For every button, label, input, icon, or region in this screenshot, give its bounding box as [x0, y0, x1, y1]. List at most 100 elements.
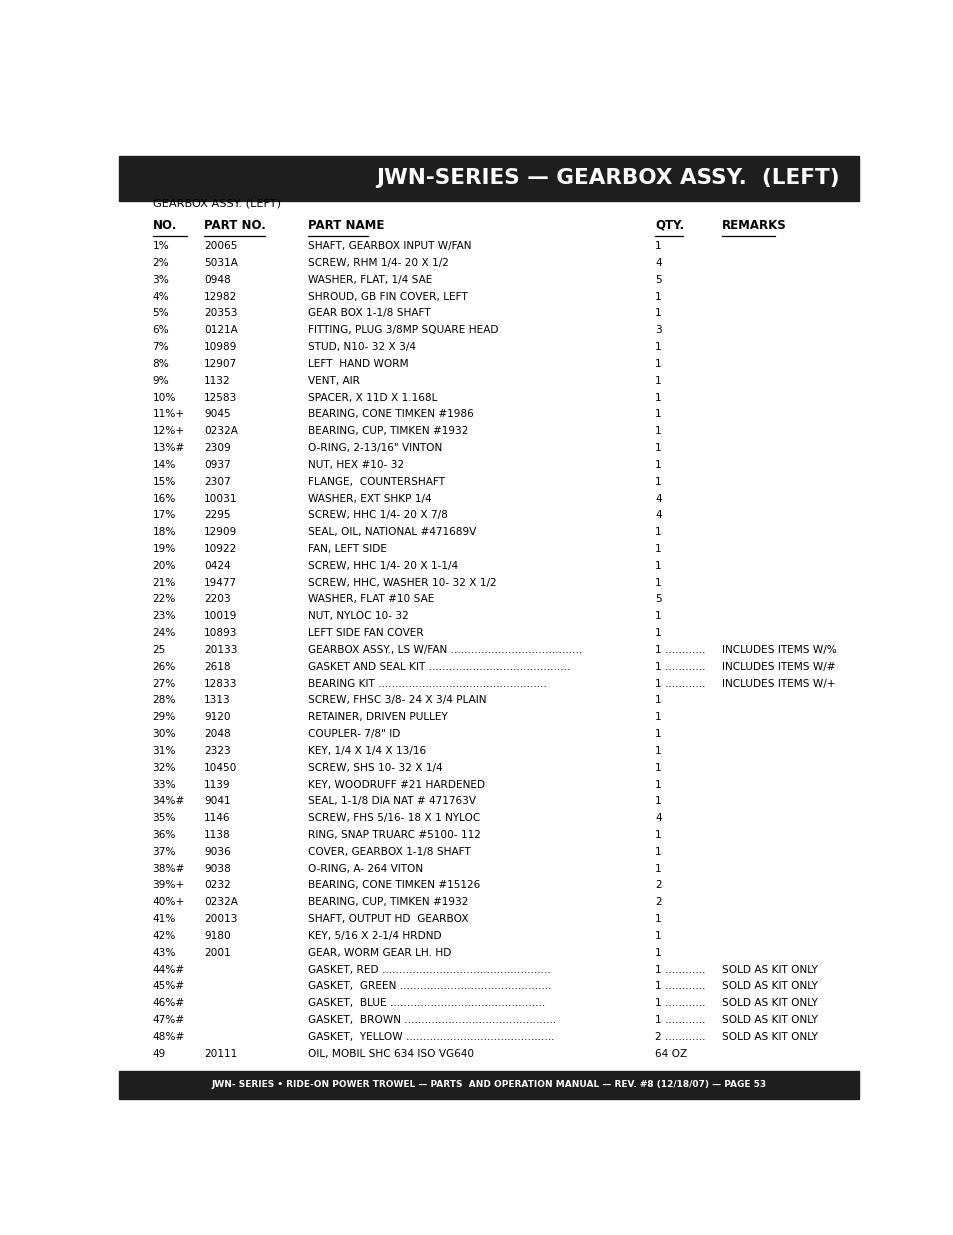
Text: 26%: 26%	[152, 662, 175, 672]
Text: 1: 1	[655, 342, 661, 352]
Text: 1 ............: 1 ............	[655, 662, 705, 672]
Text: 2: 2	[655, 898, 661, 908]
Text: 64 OZ: 64 OZ	[655, 1049, 687, 1058]
Text: 5031A: 5031A	[204, 258, 238, 268]
Text: SCREW, HHC 1/4- 20 X 1-1/4: SCREW, HHC 1/4- 20 X 1-1/4	[308, 561, 457, 571]
Text: 27%: 27%	[152, 678, 175, 689]
Text: SHAFT, GEARBOX INPUT W/FAN: SHAFT, GEARBOX INPUT W/FAN	[308, 241, 471, 251]
Text: 13%#: 13%#	[152, 443, 185, 453]
Text: 12907: 12907	[204, 359, 237, 369]
Text: 46%#: 46%#	[152, 998, 185, 1008]
Text: GASKET AND SEAL KIT ..........................................: GASKET AND SEAL KIT ....................…	[308, 662, 570, 672]
Text: 15%: 15%	[152, 477, 175, 487]
Text: GASKET,  BLUE ..............................................: GASKET, BLUE ...........................…	[308, 998, 544, 1008]
Text: 2295: 2295	[204, 510, 231, 520]
Text: 12833: 12833	[204, 678, 237, 689]
Text: 4%: 4%	[152, 291, 169, 301]
Text: GASKET,  GREEN .............................................: GASKET, GREEN ..........................…	[308, 982, 551, 992]
Text: 20353: 20353	[204, 309, 237, 319]
Text: 0937: 0937	[204, 459, 231, 469]
Text: SCREW, FHS 5/16- 18 X 1 NYLOC: SCREW, FHS 5/16- 18 X 1 NYLOC	[308, 813, 479, 824]
Text: KEY, WOODRUFF #21 HARDENED: KEY, WOODRUFF #21 HARDENED	[308, 779, 484, 789]
Text: GEAR BOX 1-1/8 SHAFT: GEAR BOX 1-1/8 SHAFT	[308, 309, 430, 319]
Text: KEY, 1/4 X 1/4 X 13/16: KEY, 1/4 X 1/4 X 13/16	[308, 746, 425, 756]
Text: 0424: 0424	[204, 561, 231, 571]
Text: 1146: 1146	[204, 813, 231, 824]
Text: 10989: 10989	[204, 342, 237, 352]
Text: SEAL, 1-1/8 DIA NAT # 471763V: SEAL, 1-1/8 DIA NAT # 471763V	[308, 797, 476, 806]
Text: 20065: 20065	[204, 241, 237, 251]
Text: 28%: 28%	[152, 695, 176, 705]
Text: 43%: 43%	[152, 947, 176, 958]
Text: 48%#: 48%#	[152, 1032, 185, 1042]
Text: WASHER, FLAT #10 SAE: WASHER, FLAT #10 SAE	[308, 594, 434, 604]
Text: FITTING, PLUG 3/8MP SQUARE HEAD: FITTING, PLUG 3/8MP SQUARE HEAD	[308, 325, 497, 335]
Text: 29%: 29%	[152, 713, 175, 722]
Text: GASKET,  BROWN .............................................: GASKET, BROWN ..........................…	[308, 1015, 556, 1025]
Text: 22%: 22%	[152, 594, 175, 604]
Text: 11%+: 11%+	[152, 409, 185, 420]
Text: 1: 1	[655, 629, 661, 638]
Text: 1: 1	[655, 241, 661, 251]
Text: VENT, AIR: VENT, AIR	[308, 375, 359, 385]
Text: OIL, MOBIL SHC 634 ISO VG640: OIL, MOBIL SHC 634 ISO VG640	[308, 1049, 474, 1058]
Text: 17%: 17%	[152, 510, 175, 520]
Text: 1: 1	[655, 578, 661, 588]
Text: 3%: 3%	[152, 274, 170, 285]
Text: PART NO.: PART NO.	[204, 219, 266, 232]
Text: 9120: 9120	[204, 713, 231, 722]
Text: 1: 1	[655, 477, 661, 487]
Text: 47%#: 47%#	[152, 1015, 185, 1025]
Text: 2203: 2203	[204, 594, 231, 604]
Text: 5%: 5%	[152, 309, 169, 319]
Text: JWN- SERIES • RIDE-ON POWER TROWEL — PARTS  AND OPERATION MANUAL — REV. #8 (12/1: JWN- SERIES • RIDE-ON POWER TROWEL — PAR…	[212, 1081, 765, 1089]
Text: SHAFT, OUTPUT HD  GEARBOX: SHAFT, OUTPUT HD GEARBOX	[308, 914, 468, 924]
Text: 2: 2	[655, 881, 661, 890]
Text: INCLUDES ITEMS W/#: INCLUDES ITEMS W/#	[721, 662, 835, 672]
Text: COUPLER- 7/8" ID: COUPLER- 7/8" ID	[308, 729, 399, 739]
Text: 1: 1	[655, 409, 661, 420]
Text: WASHER, EXT SHKP 1/4: WASHER, EXT SHKP 1/4	[308, 494, 431, 504]
Text: RETAINER, DRIVEN PULLEY: RETAINER, DRIVEN PULLEY	[308, 713, 447, 722]
Text: GEAR, WORM GEAR LH. HD: GEAR, WORM GEAR LH. HD	[308, 947, 451, 958]
Text: 25: 25	[152, 645, 166, 655]
Text: GASKET,  YELLOW ............................................: GASKET, YELLOW .........................…	[308, 1032, 554, 1042]
Text: 5: 5	[655, 274, 661, 285]
Text: STUD, N10- 32 X 3/4: STUD, N10- 32 X 3/4	[308, 342, 416, 352]
Text: 45%#: 45%#	[152, 982, 185, 992]
Text: 2048: 2048	[204, 729, 231, 739]
Text: 5: 5	[655, 594, 661, 604]
Text: 0232A: 0232A	[204, 898, 238, 908]
Text: 12982: 12982	[204, 291, 237, 301]
Text: BEARING, CONE TIMKEN #1986: BEARING, CONE TIMKEN #1986	[308, 409, 473, 420]
Text: 19%: 19%	[152, 543, 175, 555]
Text: 20133: 20133	[204, 645, 237, 655]
Text: 19477: 19477	[204, 578, 237, 588]
Text: 1: 1	[655, 527, 661, 537]
Text: 10031: 10031	[204, 494, 237, 504]
Text: 1: 1	[655, 847, 661, 857]
Text: O-RING, 2-13/16" VINTON: O-RING, 2-13/16" VINTON	[308, 443, 441, 453]
Text: 1 ............: 1 ............	[655, 645, 705, 655]
Text: 23%: 23%	[152, 611, 176, 621]
Text: 1138: 1138	[204, 830, 231, 840]
Text: 1 ............: 1 ............	[655, 965, 705, 974]
Text: JWN-SERIES — GEARBOX ASSY.  (LEFT): JWN-SERIES — GEARBOX ASSY. (LEFT)	[376, 168, 840, 188]
Text: 1: 1	[655, 797, 661, 806]
Text: 1 ............: 1 ............	[655, 998, 705, 1008]
Text: 10019: 10019	[204, 611, 237, 621]
Text: FAN, LEFT SIDE: FAN, LEFT SIDE	[308, 543, 386, 555]
Text: 1: 1	[655, 931, 661, 941]
Text: NUT, HEX #10- 32: NUT, HEX #10- 32	[308, 459, 403, 469]
Text: REMARKS: REMARKS	[721, 219, 785, 232]
Text: 1132: 1132	[204, 375, 231, 385]
Text: PART NAME: PART NAME	[308, 219, 384, 232]
Text: SEAL, OIL, NATIONAL #471689V: SEAL, OIL, NATIONAL #471689V	[308, 527, 476, 537]
Text: GEARBOX ASSY., LS W/FAN .......................................: GEARBOX ASSY., LS W/FAN ................…	[308, 645, 581, 655]
Text: 3: 3	[655, 325, 661, 335]
Text: 9041: 9041	[204, 797, 231, 806]
Text: 44%#: 44%#	[152, 965, 185, 974]
Text: 2618: 2618	[204, 662, 231, 672]
Text: 1: 1	[655, 359, 661, 369]
Text: 2323: 2323	[204, 746, 231, 756]
